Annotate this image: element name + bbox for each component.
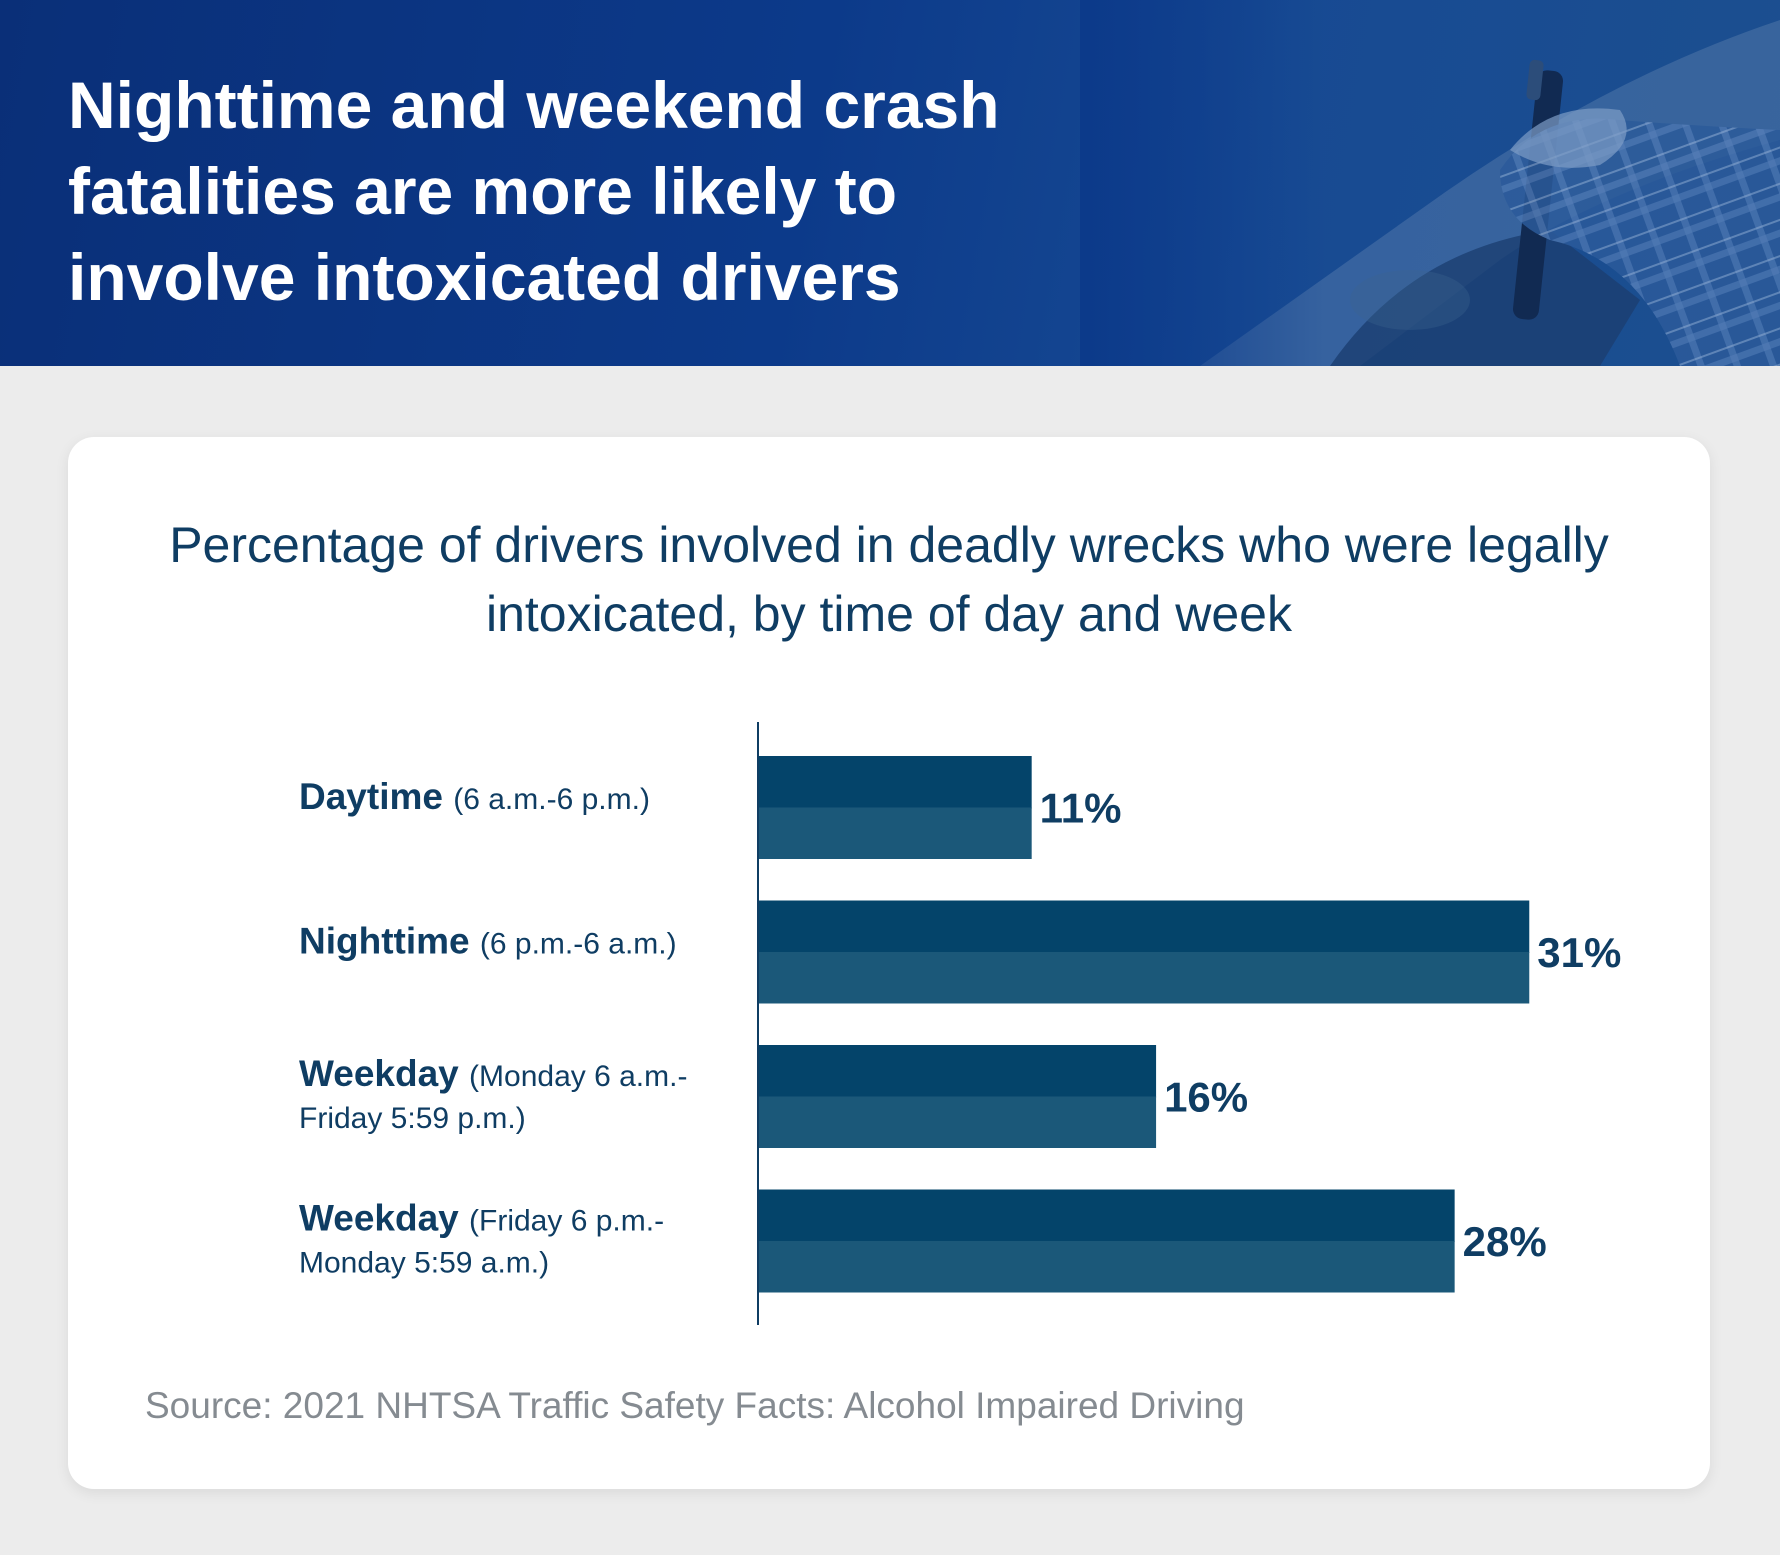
category-name: Daytime [299, 776, 453, 817]
category-label: Nighttime (6 p.m.-6 a.m.) [299, 921, 677, 962]
category-detail: Monday 5:59 a.m.) [299, 1247, 549, 1280]
bar-lower [758, 807, 1032, 859]
bar-upper [758, 1189, 1455, 1242]
driver-with-bottle-photo [1080, 0, 1780, 366]
category-label: Weekday (Monday 6 a.m.- Friday 5:59 p.m.) [299, 1053, 687, 1135]
category-detail: (Friday 6 p.m.- [469, 1205, 664, 1238]
category-label: Daytime (6 a.m.-6 p.m.) [299, 776, 650, 817]
category-detail: (Monday 6 a.m.- [469, 1060, 687, 1093]
bar [758, 1189, 1455, 1293]
bar-lower [758, 1241, 1455, 1293]
category-detail: (6 a.m.-6 p.m.) [453, 783, 650, 816]
category-name: Nighttime [299, 921, 480, 962]
bar [758, 900, 1530, 1004]
category-name: Weekday [299, 1198, 469, 1239]
source-note: Source: 2021 NHTSA Traffic Safety Facts:… [145, 1385, 1245, 1426]
bar-upper [758, 756, 1032, 809]
page-title: Nighttime and weekend crash fatalities a… [68, 68, 1000, 314]
category-name: Weekday [299, 1053, 469, 1094]
bar-lower [758, 952, 1530, 1004]
value-label: 11% [1040, 785, 1122, 832]
category-label: Weekday (Friday 6 p.m.- Monday 5:59 a.m.) [299, 1198, 664, 1280]
bar [758, 1045, 1157, 1148]
chart-card: Percentage of drivers involved in deadly… [68, 437, 1710, 1489]
header-banner: Nighttime and weekend crash fatalities a… [0, 0, 1780, 366]
value-label: 28% [1463, 1218, 1547, 1265]
bar-lower [758, 1096, 1157, 1148]
category-detail: Friday 5:59 p.m.) [299, 1102, 526, 1135]
value-label: 16% [1164, 1074, 1248, 1121]
bar-chart: 11% Daytime (6 a.m.-6 p.m.) 31% Nighttime (… [299, 722, 1621, 1325]
category-detail: (6 p.m.-6 a.m.) [480, 928, 677, 961]
chart-title: Percentage of drivers involved in deadly… [169, 517, 1609, 642]
bar [758, 756, 1032, 859]
bar-upper [758, 900, 1530, 953]
bar-upper [758, 1045, 1157, 1098]
value-label: 31% [1537, 929, 1621, 976]
